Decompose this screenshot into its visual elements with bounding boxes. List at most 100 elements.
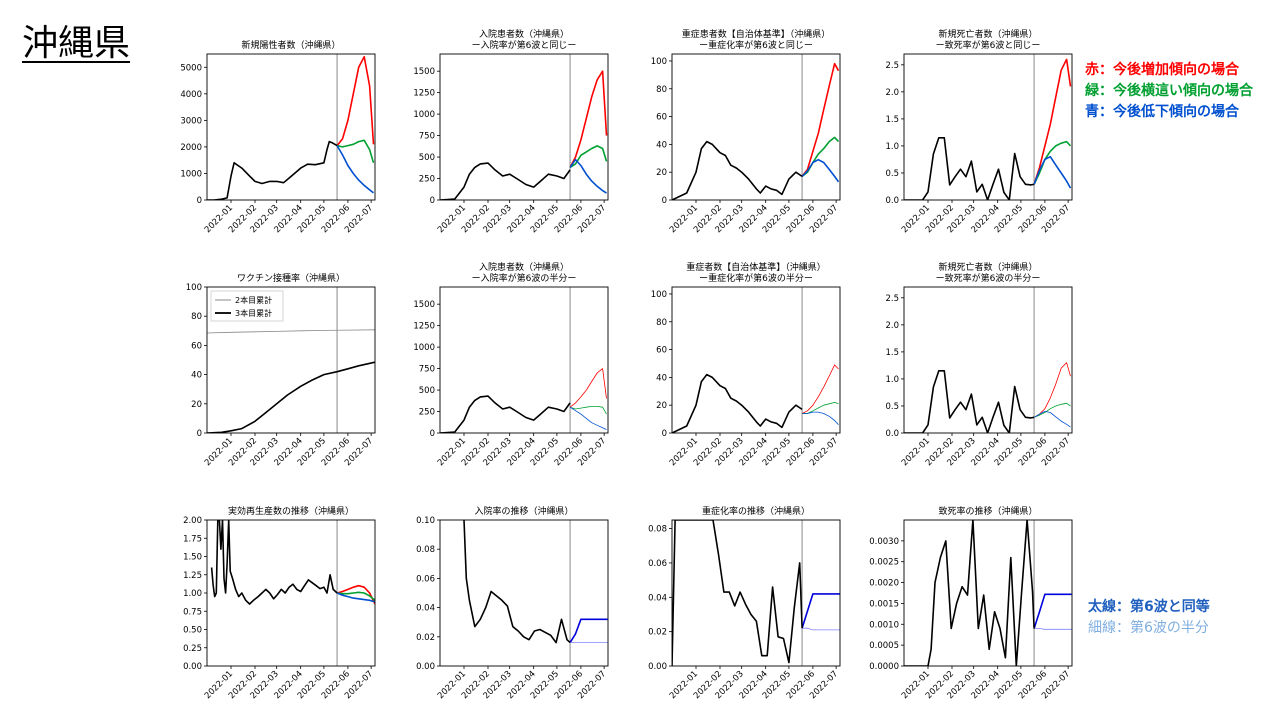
projection-series-line (1033, 140, 1072, 185)
chart-title: 重症化率の推移（沖縄県） (702, 505, 810, 517)
y-tick-label: 500 (419, 153, 435, 163)
y-tick-label: 750 (419, 132, 435, 142)
y-tick-label: 60 (656, 346, 667, 356)
chart-panel: 重症化率の推移（沖縄県）0.000.020.040.060.082022-012… (648, 505, 841, 701)
chart-title: 致死率の推移（沖縄県） (938, 505, 1037, 517)
y-tick-label: 750 (419, 365, 435, 375)
chart-panel: 新規死亡者数（沖縄県）ー致死率が第6波と同じー 0.0 0.5 1.0 1.5 2.0 2.… (885, 28, 1073, 235)
projection-series-line (801, 364, 839, 414)
scenario-legend-red: 赤：今後増加傾向の場合 (1085, 62, 1239, 78)
projection-series-line (569, 406, 607, 430)
plot-frame (903, 519, 1073, 667)
y-tick-label: 1000 (413, 110, 435, 120)
y-tick-label: 0.0015 (869, 599, 899, 609)
y-tick-label: 60 (656, 113, 667, 123)
actual-series-line (672, 140, 803, 200)
y-tick-label: 1.0 (885, 142, 899, 152)
y-tick-label: 4000 (180, 90, 202, 100)
y-tick-label: 0 (662, 196, 667, 206)
y-tick-label: 0.08 (416, 545, 435, 555)
projection-series-line (569, 405, 607, 415)
y-tick-label: 2.5 (885, 294, 899, 304)
y-tick-label: 1.5 (885, 115, 899, 125)
y-tick-label: 1250 (413, 322, 435, 332)
y-tick-label: 100 (651, 290, 667, 300)
y-tick-label: 0.04 (648, 593, 667, 603)
y-tick-label: 0 (430, 429, 435, 439)
y-tick-label: 0.00 (648, 662, 667, 672)
plot-area (904, 520, 1072, 666)
projection-series-line (569, 368, 607, 408)
chart-panel: 新規陽性者数（沖縄県）0100020003000400050002022-012… (180, 39, 376, 235)
y-tick-label: 0 (430, 196, 435, 206)
scenario-legend-blue: 青：今後低下傾向の場合 (1085, 104, 1239, 120)
y-tick-label: 80 (656, 318, 667, 328)
projection-series-line (1033, 155, 1072, 189)
line-width-legend-thick: 太線：第6波と同等 (1088, 599, 1210, 615)
chart-title: 新規陽性者数（沖縄県） (241, 39, 340, 51)
actual-series-line (440, 395, 571, 433)
chart-panel: 入院患者数（沖縄県）ー入院率が第6波の半分ー 0 250 500 750 1000 1250… (413, 261, 609, 468)
projection-series-line (1034, 628, 1072, 630)
y-tick-label: 20 (656, 168, 667, 178)
projection-series-line (801, 158, 840, 183)
y-tick-label: 0.50 (183, 626, 202, 636)
chart-title: 入院率の推移（沖縄県） (474, 505, 573, 517)
y-tick-label: 0.25 (183, 644, 202, 654)
y-tick-label: 0.0000 (869, 662, 899, 672)
y-tick-label: 0.75 (183, 607, 202, 617)
plot-area (210, 520, 375, 666)
y-tick-label: 5000 (180, 63, 202, 73)
y-tick-label: 40 (191, 371, 202, 381)
y-tick-label: 0.0030 (869, 537, 899, 547)
actual-series-line (440, 162, 571, 200)
chart-title: ー致死率が第6波と同じー (936, 39, 1041, 51)
y-tick-label: 0.04 (416, 604, 435, 614)
chart-title: 新規死亡者数（沖縄県） (938, 261, 1037, 273)
plot-frame (671, 519, 841, 667)
y-tick-label: 500 (419, 386, 435, 396)
plot-area (440, 287, 607, 433)
chart-panel: ワクチン接種率（沖縄県）0204060801002022-012022-0220… (186, 272, 376, 468)
y-tick-label: 1.75 (183, 534, 202, 544)
y-tick-label: 0.06 (416, 574, 435, 584)
y-tick-label: 1.25 (183, 571, 202, 581)
actual-series-line (904, 137, 1035, 200)
projection-series-line (336, 55, 375, 147)
plot-area (672, 54, 840, 200)
y-tick-label: 0 (197, 196, 202, 206)
projection-series-line (569, 70, 608, 168)
y-tick-label: 2.00 (183, 516, 202, 526)
plot-area (207, 54, 375, 200)
y-tick-label: 0.00 (416, 662, 435, 672)
y-tick-label: 1500 (413, 67, 435, 77)
y-tick-label: 0.02 (648, 628, 667, 638)
projection-series-line (802, 401, 839, 414)
actual-series-line (904, 520, 1035, 666)
chart-panel: 入院率の推移（沖縄県）0.000.020.040.060.080.102022-… (416, 505, 609, 701)
chart-panel: 致死率の推移（沖縄県） 0.0000 0.0005 0.0010 0.0015 0.002… (869, 505, 1073, 701)
projection-series-line (569, 158, 607, 194)
scenario-legend-green: 緑：今後横這い傾向の場合 (1085, 83, 1253, 99)
y-tick-label: 0.10 (416, 516, 435, 526)
y-tick-label: 1.0 (885, 375, 899, 385)
y-tick-label: 0.0025 (869, 558, 899, 568)
y-tick-label: 0.0020 (869, 579, 899, 589)
legend-box (210, 290, 284, 322)
chart-title: 新規死亡者数（沖縄県） (938, 28, 1037, 40)
y-tick-label: 2.5 (885, 61, 899, 71)
plot-frame (439, 286, 609, 434)
projection-series-line (1033, 58, 1072, 185)
projection-series-line (336, 591, 375, 601)
projection-series-line (802, 627, 840, 631)
projection-series-line (336, 584, 375, 605)
plot-frame (903, 53, 1073, 201)
y-tick-label: 1000 (413, 343, 435, 353)
y-tick-label: 0.08 (648, 525, 667, 535)
y-tick-label: 3000 (180, 116, 202, 126)
y-tick-label: 40 (656, 140, 667, 150)
y-tick-label: 20 (656, 401, 667, 411)
page-title: 沖縄県 (22, 23, 131, 64)
plot-area (672, 287, 839, 433)
y-tick-label: 80 (656, 85, 667, 95)
